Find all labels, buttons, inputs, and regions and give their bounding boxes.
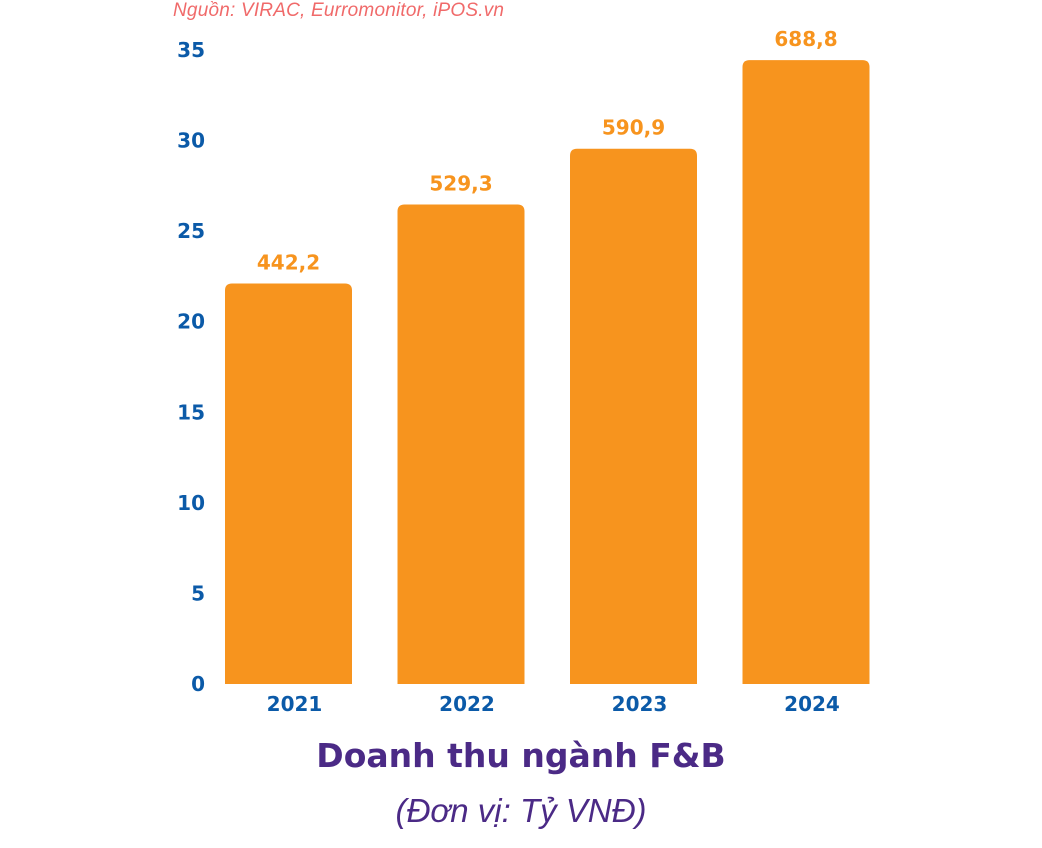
x-tick-label: 2024: [784, 692, 840, 716]
data-label: 590,9: [602, 116, 665, 140]
y-tick-label: 25: [177, 219, 205, 243]
bar-2022: [397, 204, 525, 684]
y-tick-label: 15: [177, 400, 205, 424]
source-note: Nguồn: VIRAC, Eurromonitor, iPOS.vn: [173, 0, 505, 21]
y-tick-label: 35: [177, 38, 205, 62]
y-tick-label: 20: [177, 310, 205, 334]
bar-2021: [225, 283, 352, 684]
x-tick-label: 2022: [439, 692, 495, 716]
chart-subtitle: (Đơn vị: Tỷ VNĐ): [395, 792, 647, 829]
x-tick-label: 2023: [612, 692, 668, 716]
y-tick-label: 30: [177, 129, 205, 153]
y-tick-label: 5: [191, 581, 205, 605]
bar-2024: [742, 60, 870, 685]
bar-chart: 0 5 10 15 20 25 30 35 442,2 2021 529,3 2022 590,9 202…: [177, 27, 870, 716]
data-label: 688,8: [774, 27, 837, 51]
y-tick-label: 0: [191, 672, 205, 696]
chart-title: Doanh thu ngành F&B: [316, 736, 726, 775]
y-tick-label: 10: [177, 491, 205, 515]
x-tick-label: 2021: [267, 692, 323, 716]
bar-2023: [570, 148, 697, 685]
data-label: 529,3: [429, 172, 492, 196]
data-label: 442,2: [257, 250, 320, 274]
